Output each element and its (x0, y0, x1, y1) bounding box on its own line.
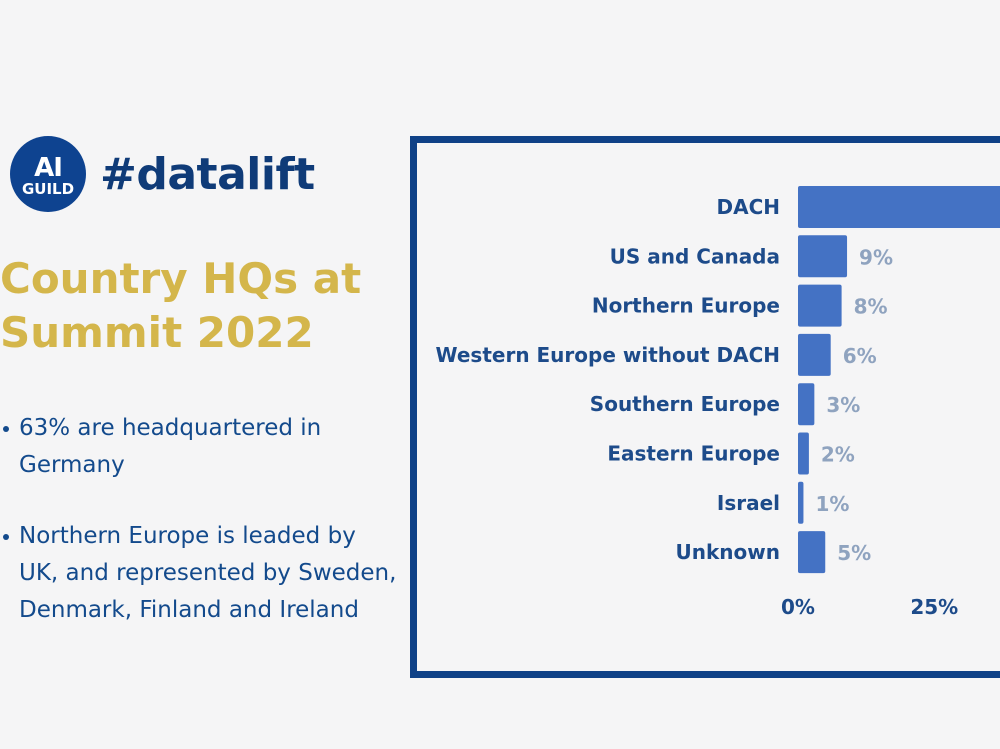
bar-northern-europe (798, 284, 842, 327)
logo-text-ai: AI (34, 153, 63, 183)
bar-unknown (798, 531, 826, 574)
bullet-list: 63% are headquartered in Germany Norther… (0, 410, 400, 663)
logo-text-guild: GUILD (21, 180, 75, 198)
category-label: Unknown (676, 540, 780, 564)
category-label: Eastern Europe (607, 442, 780, 466)
bar-eastern-europe (798, 432, 809, 475)
value-label: 9% (859, 245, 893, 269)
ai-guild-logo: AI GUILD (10, 136, 86, 212)
bar-israel (798, 481, 804, 524)
value-label: 8% (854, 295, 888, 319)
bar-western-europe-without-dach (798, 333, 831, 376)
value-label: 3% (826, 393, 860, 417)
bar-southern-europe (798, 383, 815, 426)
value-label: 6% (843, 344, 877, 368)
category-label: US and Canada (610, 244, 780, 268)
category-label: Northern Europe (592, 294, 780, 318)
page-title: Country HQs at Summit 2022 (0, 254, 362, 357)
x-tick-label: 25% (910, 595, 958, 619)
category-label: Western Europe without DACH (436, 343, 780, 367)
bullet-item: 63% are headquartered in Germany (0, 410, 400, 484)
bar-dach (798, 186, 1000, 228)
category-label: DACH (717, 195, 781, 219)
x-tick-label: 0% (781, 595, 815, 619)
value-label: 5% (837, 541, 871, 565)
category-label: Israel (717, 491, 780, 515)
bullet-item: Northern Europe is leaded by UK, and rep… (0, 518, 400, 629)
value-label: 1% (815, 492, 849, 516)
category-label: Southern Europe (590, 392, 780, 416)
bar-us-and-canada (798, 235, 848, 278)
brand-hashtag: #datalift (100, 149, 315, 200)
value-label: 2% (821, 443, 855, 467)
